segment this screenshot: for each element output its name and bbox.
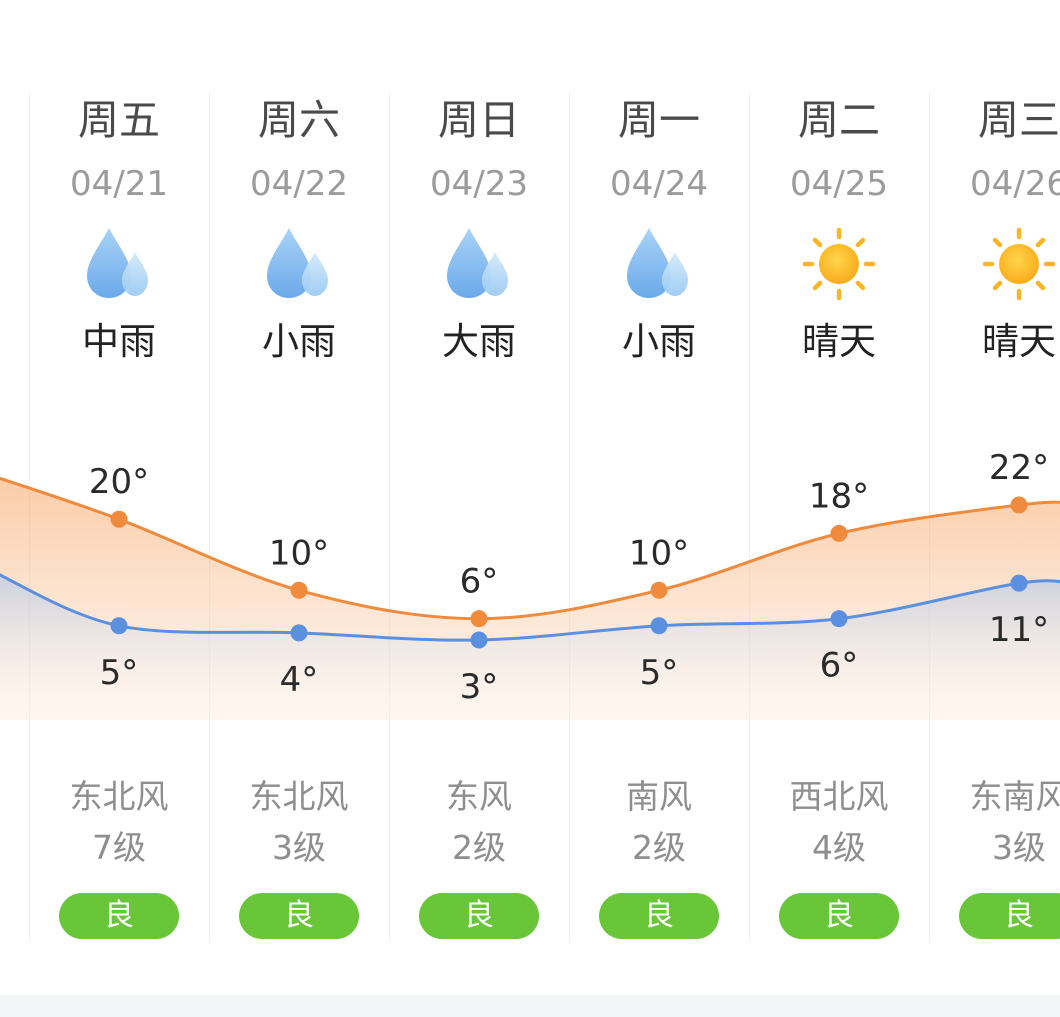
high-temp-point <box>1010 496 1028 514</box>
low-temp-point <box>110 617 128 635</box>
low-temp-label: 3° <box>460 667 499 707</box>
wind-level: 2级 <box>452 828 506 867</box>
date-label: 04/25 <box>790 164 888 204</box>
column-divider <box>569 92 570 942</box>
high-temp-label: 18° <box>809 476 869 516</box>
rain-drops-icon <box>259 226 339 302</box>
high-temp-label: 22° <box>989 448 1049 488</box>
date-label: 04/23 <box>430 164 528 204</box>
weekday-label: 周一 <box>618 96 700 144</box>
air-quality-badge: 良 <box>599 893 719 939</box>
weekday-label: 周二 <box>798 96 880 144</box>
wind-level: 7级 <box>92 828 146 867</box>
high-temp-label: 6° <box>460 562 499 602</box>
weather-condition: 晴天 <box>802 320 876 363</box>
weather-condition: 中雨 <box>82 320 156 363</box>
weather-condition: 小雨 <box>622 320 696 363</box>
low-temp-point <box>650 617 668 635</box>
high-temp-point <box>290 581 308 599</box>
high-temp-point <box>830 524 848 542</box>
sun-icon <box>979 226 1059 302</box>
weather-condition: 晴天 <box>982 320 1056 363</box>
wind-direction: 东风 <box>446 777 512 816</box>
wind-level: 4级 <box>812 828 866 867</box>
forecast-day-tue[interactable]: 周二 04/25 晴天 西北风 4级 良 <box>749 0 929 995</box>
low-temp-label: 6° <box>820 646 859 686</box>
air-quality-badge: 良 <box>419 893 539 939</box>
weekday-label: 周三 <box>978 96 1060 144</box>
air-quality-badge: 良 <box>779 893 899 939</box>
forecast-day-mon[interactable]: 周一 04/24 小雨 南风 2级 良 <box>569 0 749 995</box>
forecast-day-wed[interactable]: 周三 04/26 晴天 东南风 3级 良 <box>929 0 1060 995</box>
air-quality-badge: 良 <box>959 893 1060 939</box>
high-temp-label: 20° <box>89 462 149 502</box>
high-temp-point <box>650 581 668 599</box>
low-temp-label: 5° <box>100 653 139 693</box>
bottom-separator <box>0 995 1060 1017</box>
column-divider <box>389 92 390 942</box>
column-divider <box>749 92 750 942</box>
low-temp-line <box>0 573 1060 642</box>
low-temp-point <box>830 610 848 628</box>
low-temp-point <box>470 631 488 649</box>
forecast-day-sat[interactable]: 周六 04/22 小雨 东北风 3级 良 <box>209 0 389 995</box>
low-temp-point <box>290 624 308 642</box>
date-label: 04/21 <box>70 164 168 204</box>
sun-icon <box>799 226 879 302</box>
daily-forecast-panel: 20° 5° 10° 4° 6° 3° 10° 5° 18° 6° 22° 11° 周五 04/21 … <box>0 0 1060 995</box>
low-temp-label: 5° <box>640 653 679 693</box>
high-temp-point <box>470 610 488 628</box>
wind-level: 3级 <box>992 828 1046 867</box>
rain-drops-icon <box>439 226 519 302</box>
rain-drops-icon <box>79 226 159 302</box>
high-temp-point <box>110 510 128 528</box>
date-label: 04/22 <box>250 164 348 204</box>
wind-direction: 南风 <box>626 777 692 816</box>
high-temp-label: 10° <box>629 533 689 573</box>
weekday-label: 周日 <box>438 96 520 144</box>
wind-direction: 西北风 <box>789 777 889 816</box>
wind-direction: 东北风 <box>69 777 169 816</box>
wind-level: 2级 <box>632 828 686 867</box>
temperature-curve-chart: 20° 5° 10° 4° 6° 3° 10° 5° 18° 6° 22° 11° <box>0 448 1060 720</box>
weather-condition: 大雨 <box>442 320 516 363</box>
weekday-label: 周五 <box>78 96 160 144</box>
weather-condition: 小雨 <box>262 320 336 363</box>
wind-direction: 东南风 <box>969 777 1060 816</box>
weekday-label: 周六 <box>258 96 340 144</box>
low-temp-label: 11° <box>989 610 1049 650</box>
forecast-day-sun[interactable]: 周日 04/23 大雨 东风 2级 良 <box>389 0 569 995</box>
forecast-day-fri[interactable]: 周五 04/21 中雨 东北风 7级 良 <box>29 0 209 995</box>
wind-direction: 东北风 <box>249 777 349 816</box>
wind-level: 3级 <box>272 828 326 867</box>
low-temp-label: 4° <box>280 660 319 700</box>
low-temp-area <box>0 574 1060 720</box>
air-quality-badge: 良 <box>59 893 179 939</box>
date-label: 04/24 <box>610 164 708 204</box>
column-divider <box>209 92 210 942</box>
high-temp-label: 10° <box>269 533 329 573</box>
low-temp-point <box>1010 574 1028 592</box>
rain-drops-icon <box>619 226 699 302</box>
high-temp-line <box>0 476 1060 621</box>
air-quality-badge: 良 <box>239 893 359 939</box>
date-label: 04/26 <box>970 164 1060 204</box>
